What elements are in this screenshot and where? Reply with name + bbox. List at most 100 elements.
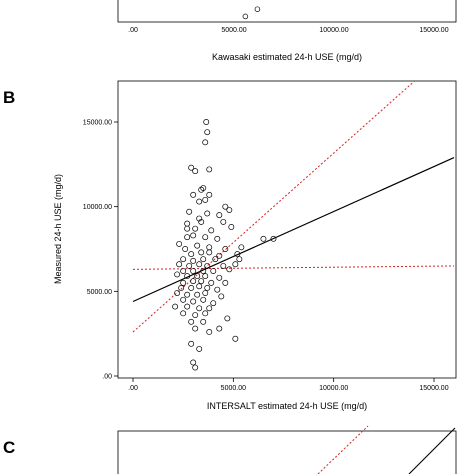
panel-b-data-point [216,212,223,219]
panel-b-data-point [180,256,187,263]
panel-b-y-tick-label: .00 [102,374,112,381]
panel-b: .00 5000.00 10000.00 15000.00 .00 5000.00 100… [53,80,457,411]
panel-b-data-point [188,284,195,291]
panel-b-data-point [196,345,203,352]
panel-b-data-point [200,296,207,303]
panel-b-data-point [196,305,203,312]
panel-b-data-point [210,268,217,274]
panel-b-data-point [196,198,203,205]
panel-b-data-point [202,139,209,146]
panel-b-data-point [184,234,191,241]
panel-label-c: C [3,438,15,457]
panel-b-data-point [180,279,187,286]
panel-b-data-point [206,305,213,312]
panel-a-x-tick: 10000.00 [319,27,348,34]
panel-b-data-point [270,235,277,242]
panel-b-data-point [236,256,243,263]
panel-b-y-axis-label: Measured 24-h USE (mg/d) [53,174,63,284]
panel-a-x-ticks: .00 5000.00 10000.00 15000.00 [128,27,449,34]
panel-b-data-point [228,224,235,230]
panel-b-x-axis-label: INTERSALT estimated 24-h USE (mg/d) [207,401,367,411]
panel-b-data-point [192,364,199,371]
panel-b-data-point [222,246,229,252]
panel-b-data-point [180,310,187,317]
panel-b-data-point [180,296,187,303]
panel-b-data-point [202,310,209,317]
panel-b-data-point [226,207,233,214]
panel-b-data-point [204,284,211,291]
panel-b-data-point [216,274,223,281]
panel-b-data-point [186,262,193,269]
panel-a-x-axis-label: Kawasaki estimated 24-h USE (mg/d) [212,52,362,62]
panel-b-data-point [206,329,213,335]
panel-b-data-point [206,191,213,198]
panel-b-data-point [202,273,209,280]
panel-b-data-point [188,340,195,347]
panel-b-data-point [200,318,207,325]
panel-b-data-point [184,225,191,232]
panel-b-data-point [192,168,199,175]
panel-b-data-point [210,300,217,307]
panel-a-x-tick: 5000.00 [221,27,246,34]
panel-a-frame [117,0,457,23]
panel-b-confidence-line [132,265,455,270]
panel-b-x-tick-label: 5000.00 [221,385,246,392]
panel-b-data-point [184,303,191,310]
panel-b-data-point [196,261,203,268]
panel-b-data-point [188,251,195,258]
panel-b-data-point [220,218,227,225]
panel-b-data-point [232,335,239,342]
panel-b-data-point [184,273,191,280]
panel-b-y-tick-label: 5000.00 [87,289,112,296]
panel-b-data-point [214,286,221,293]
panel-b-data-point [212,256,219,263]
panel-b-data-point [190,257,197,264]
panel-b-data-point [202,234,209,241]
panel-b-data-point [194,273,201,280]
panel-b-data-point [192,312,199,318]
panel-a-x-tick: 15000.00 [419,27,448,34]
panel-b-data-point [198,278,205,285]
panel-b-data-point [192,225,199,232]
panel-b-data-point [204,129,211,136]
panel-b-data-point [204,262,211,269]
panel-b-data-point [204,210,211,217]
panel-b-x-tick-label: .00 [128,385,138,392]
panel-b-data-point [176,261,183,268]
panel-b-data-point [222,203,229,210]
panel-b-data-point [260,235,267,242]
panel-b-data-point [186,208,193,215]
panel-b-data-point [206,166,213,173]
panel-b-data-point [232,261,239,268]
panel-b-data-point [188,164,195,171]
panel-b-data-point [198,186,205,193]
panel-b-data-point [192,325,199,332]
panel-a-data-point [254,6,261,12]
panel-b-data-point [220,262,227,269]
panel-b-data-point [200,256,207,263]
panel-b-data-point [224,315,231,322]
panel-b-data-point [203,119,210,125]
panel-b-data-point [190,268,197,274]
panel-b-frame [117,80,457,379]
panel-b-data-point [190,278,197,285]
panel-b-data-point [174,271,181,278]
panel-b-data-point [200,268,207,274]
panel-b-data-point [190,232,197,239]
panel-b-data-point [218,293,225,300]
panel-b-data-point [190,191,197,198]
panel-b-data-point [216,325,223,332]
panel-b-data-point [174,290,181,296]
panel-c-frame [117,430,457,474]
panel-b-data-point [180,268,187,274]
panel-b-data-point [234,251,241,258]
panel-b-data-point [208,227,215,234]
panel-b-data-point [196,215,203,222]
panel-c-ci-line [317,425,369,474]
panel-b-data-point [178,284,185,291]
panel-c-fit-line [408,427,456,474]
panel-a-data-point [242,13,249,20]
panel-b-data-point [206,244,213,251]
panel-b-data-point [198,218,205,225]
